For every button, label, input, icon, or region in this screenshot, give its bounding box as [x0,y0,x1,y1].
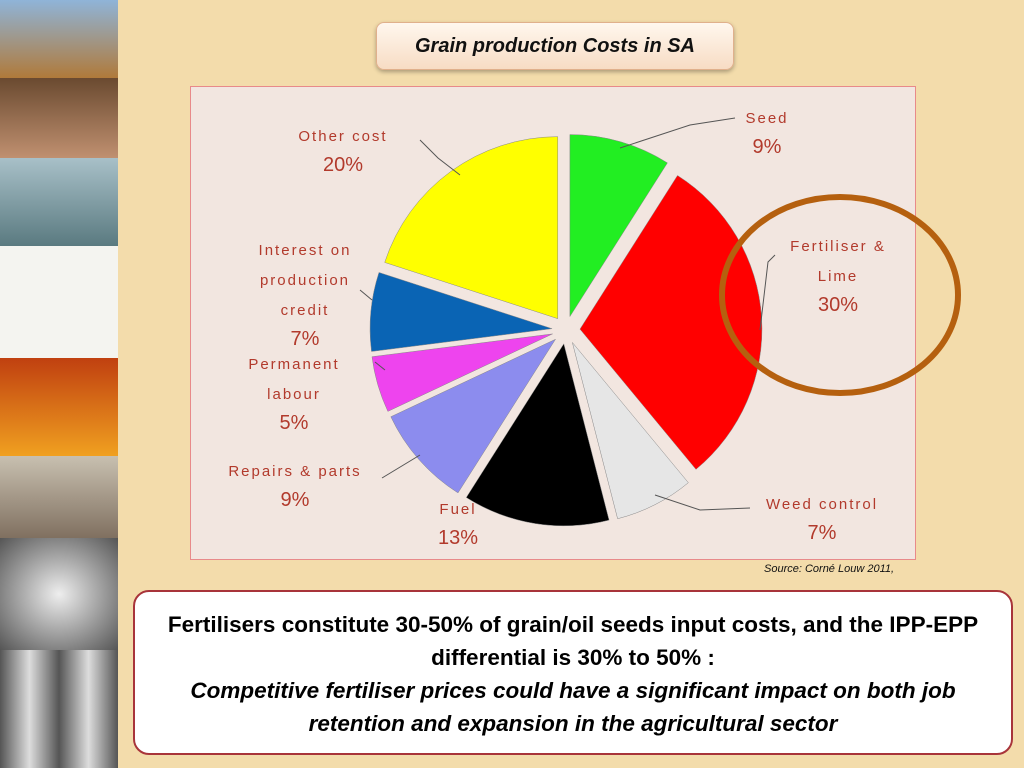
slice-label: Seed 9% [697,104,837,160]
leader-lines [359,117,776,511]
value-label: 7% [807,522,837,544]
leader-line [381,454,421,479]
slice-label: Permanent labour 5% [229,350,359,436]
photo [0,158,118,246]
category-name: Other cost [298,128,388,145]
category-name: Fuel [439,501,477,518]
pie-slice [371,333,553,412]
callout-emphasis: Competitive fertiliser prices could have… [190,678,956,736]
photo [0,358,118,456]
source-note: Source: Corné Louw 2011, [764,563,895,575]
value-label: 30% [817,294,859,316]
value-label: 9% [280,489,310,511]
photo [0,456,118,538]
leader-line [359,289,373,301]
category-name: Interest on production credit [258,242,352,319]
pie-slice [369,272,553,352]
slice-label: Repairs & parts 9% [200,457,390,513]
callout-statement: Fertilisers constitute 30-50% of grain/o… [167,612,979,670]
chart-title: Grain production Costs in SA [376,22,734,70]
value-label: 13% [437,527,479,549]
slice-label: Interest on production credit 7% [235,236,375,352]
category-name: Permanent labour [248,356,340,403]
pie-slice [569,134,668,318]
category-name: Fertiliser & Lime [790,238,886,285]
callout-box: Fertilisers constitute 30-50% of grain/o… [133,590,1013,755]
photo [0,0,118,78]
photo [0,246,118,358]
pie-slice [384,136,559,320]
slice-label: Weed control 7% [737,490,907,546]
leader-line [419,139,461,176]
slice-label: Other cost 20% [273,122,413,178]
pie-slice [465,343,610,527]
leader-line [759,254,776,331]
category-name: Repairs & parts [228,463,362,480]
value-label: 7% [290,328,320,350]
highlight-circle [719,194,961,396]
leader-line [654,494,751,511]
category-name: Seed [745,110,789,127]
value-label: 5% [279,412,309,434]
pie-slice [390,338,557,494]
pie-slice [572,342,689,520]
slice-label: Fuel 13% [418,495,498,551]
photo [0,78,118,158]
value-label: 20% [322,154,364,176]
leader-line [374,361,386,371]
category-name: Weed control [765,496,879,513]
photo [0,538,118,650]
slice-label: Fertiliser & Lime 30% [768,232,908,318]
leader-line [619,117,736,149]
value-label: 9% [752,136,782,158]
photo [0,650,118,768]
